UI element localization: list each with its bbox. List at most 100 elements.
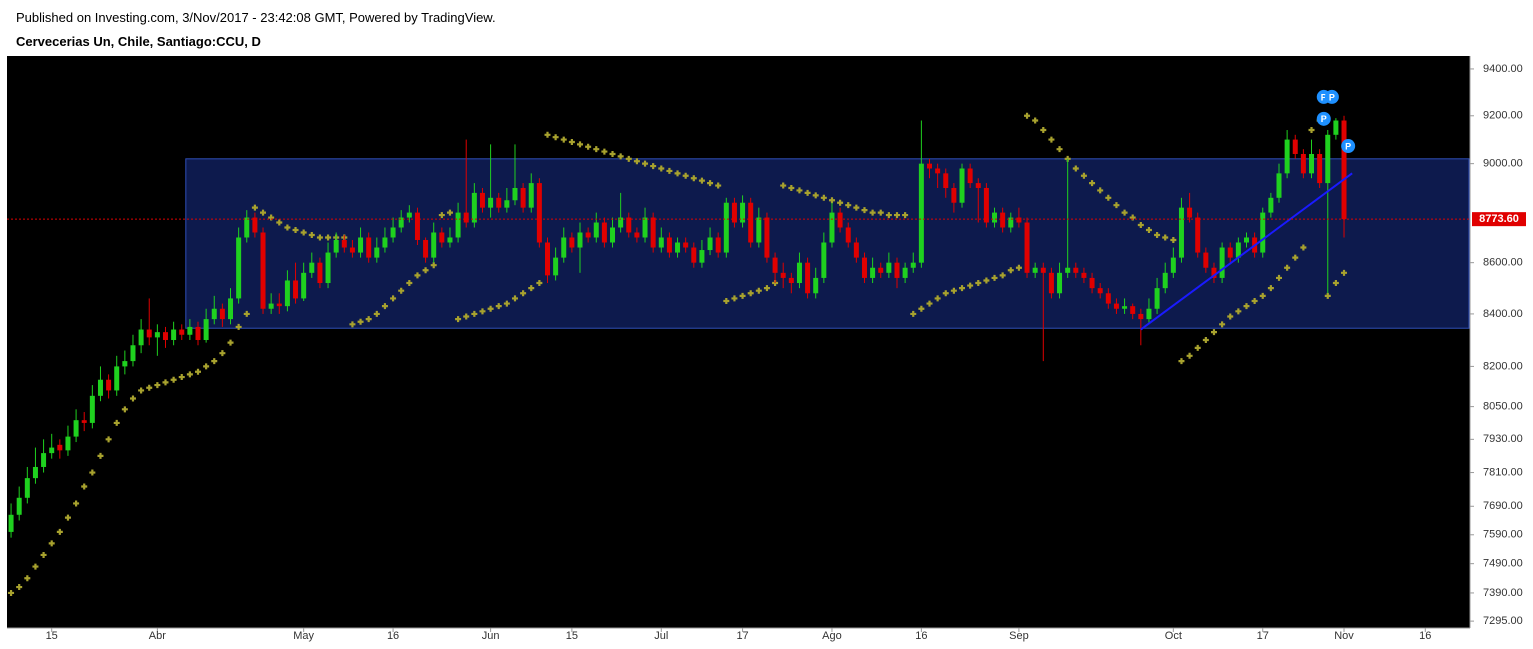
- sar-dot: [853, 204, 860, 211]
- sar-dot: [251, 204, 258, 211]
- candle-body: [171, 329, 177, 341]
- sar-dot: [1072, 165, 1079, 172]
- sar-dot: [1105, 194, 1112, 201]
- candle-body: [829, 212, 835, 243]
- sar-dot: [1259, 292, 1266, 299]
- candle-body: [634, 232, 640, 238]
- sar-dot: [260, 209, 267, 216]
- candle-body: [114, 366, 120, 391]
- candle-body: [1122, 306, 1128, 309]
- sar-dot: [56, 528, 63, 535]
- sar-dot: [1300, 244, 1307, 251]
- sar-dot: [422, 267, 429, 274]
- sar-dot: [763, 285, 770, 292]
- candle-body: [16, 497, 22, 515]
- sar-dot: [1121, 209, 1128, 216]
- sar-dot: [138, 387, 145, 394]
- sar-dot: [195, 368, 202, 375]
- candle-body: [585, 232, 591, 238]
- sar-dot: [170, 376, 177, 383]
- candle-body: [650, 217, 656, 248]
- pattern-marker: [1324, 89, 1339, 104]
- candle-body: [390, 227, 396, 238]
- sar-dot: [227, 339, 234, 346]
- candle-body: [219, 308, 225, 320]
- candle-body: [179, 329, 185, 335]
- sar-dot: [552, 134, 559, 141]
- sar-dot: [1324, 292, 1331, 299]
- candle-body: [1113, 303, 1119, 309]
- sar-dot: [820, 194, 827, 201]
- sar-dot: [609, 150, 616, 157]
- candle-body: [593, 222, 599, 238]
- candle-body: [8, 514, 14, 532]
- sar-dot: [755, 287, 762, 294]
- sar-dot: [893, 212, 900, 219]
- sar-dot: [845, 202, 852, 209]
- sar-dot: [503, 300, 510, 307]
- y-tick-label: 7295.00: [1483, 615, 1523, 627]
- candle-body: [471, 192, 477, 223]
- candle-body: [1243, 237, 1249, 243]
- y-tick-label: 9200.00: [1483, 110, 1523, 122]
- candle-body: [715, 237, 721, 253]
- sar-dot: [731, 295, 738, 302]
- sar-dot: [1154, 231, 1161, 238]
- candle-body: [935, 168, 941, 174]
- candle-body: [276, 303, 282, 307]
- candle-body: [918, 163, 924, 263]
- sar-dot: [48, 540, 55, 547]
- sar-dot: [8, 589, 15, 596]
- sar-dot: [869, 209, 876, 216]
- candle-body: [1292, 139, 1298, 154]
- sar-dot: [934, 295, 941, 302]
- sar-dot: [959, 285, 966, 292]
- candle-body: [57, 444, 63, 451]
- sar-dot: [1178, 358, 1185, 365]
- candle-body: [504, 200, 510, 208]
- x-tick-label: Jun: [482, 630, 500, 642]
- sar-dot: [1032, 117, 1039, 124]
- candle-body: [49, 447, 55, 454]
- candle-body: [309, 262, 315, 273]
- candle-body: [748, 202, 754, 243]
- sar-dot: [89, 469, 96, 476]
- candle-body: [796, 262, 802, 284]
- candle-body: [756, 217, 762, 243]
- candle-body: [561, 237, 567, 258]
- candle-body: [813, 277, 819, 294]
- sar-dot: [942, 290, 949, 297]
- candle-body: [1309, 153, 1315, 174]
- last-price-label: 8773.60: [1479, 213, 1519, 225]
- candle-body: [488, 197, 494, 208]
- y-tick-label: 8400.00: [1483, 308, 1523, 320]
- sar-dot: [666, 167, 673, 174]
- candle-body: [740, 202, 746, 223]
- x-tick-label: Nov: [1334, 630, 1354, 642]
- candle-body: [569, 237, 575, 248]
- candle-body: [1065, 267, 1071, 273]
- candle-body: [236, 237, 242, 299]
- last-price-box: [1472, 212, 1526, 227]
- candle-body: [520, 187, 526, 208]
- candle-body: [130, 345, 136, 362]
- pattern-marker-label: P: [1321, 92, 1327, 102]
- sar-dot: [73, 500, 80, 507]
- candle-body: [1341, 120, 1347, 220]
- candle-body: [845, 227, 851, 243]
- y-tick-label: 7690.00: [1483, 500, 1523, 512]
- y-tick-label: 7490.00: [1483, 558, 1523, 570]
- sar-dot: [300, 229, 307, 236]
- x-tick-label: 15: [46, 630, 58, 642]
- sar-dot: [381, 303, 388, 310]
- candle-body: [943, 173, 949, 188]
- sar-dot: [1194, 344, 1201, 351]
- sar-dot: [162, 379, 169, 386]
- sar-dot: [682, 172, 689, 179]
- sar-dot: [975, 280, 982, 287]
- candle-body: [870, 267, 876, 278]
- candle-body: [154, 332, 160, 338]
- sar-dot: [349, 321, 356, 328]
- x-tick-label: Jul: [654, 630, 668, 642]
- sar-dot: [1080, 172, 1087, 179]
